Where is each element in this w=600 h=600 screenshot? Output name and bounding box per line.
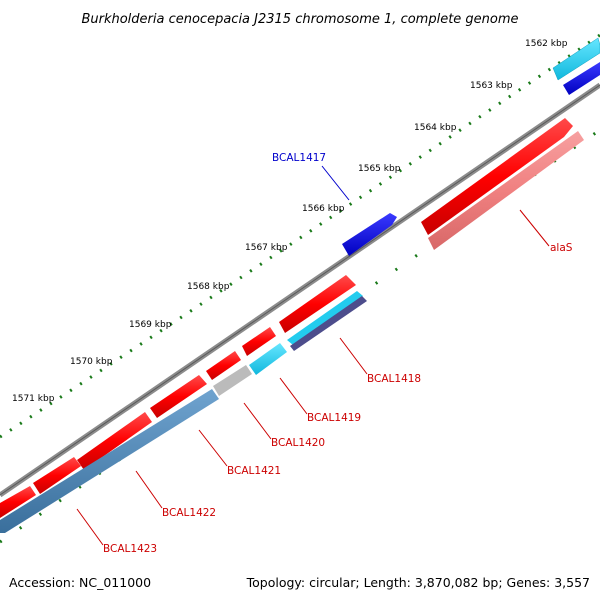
- label-bcal1423: BCAL1423: [103, 543, 157, 555]
- bcal1417-leader: [321, 165, 350, 201]
- label-alas: alaS: [550, 242, 573, 254]
- tick-ring-outer: [0, 33, 600, 439]
- gene-bcal1423[interactable]: [0, 389, 219, 533]
- backbone-line-inner: [0, 84, 600, 496]
- label-bcal1417: BCAL1417: [272, 152, 326, 164]
- gene-left-red-2[interactable]: [0, 486, 36, 518]
- gene-alas-rna[interactable]: [428, 131, 584, 250]
- gene-left-red-1[interactable]: [33, 457, 81, 494]
- bcal1422-leader: [135, 470, 163, 509]
- label-bcal1420: BCAL1420: [271, 437, 325, 449]
- accession-text: Accession: NC_011000: [9, 575, 151, 590]
- gene-top-blue[interactable]: [563, 62, 600, 95]
- gene-bcal1417[interactable]: [342, 213, 397, 256]
- genome-stats-text: Topology: circular; Length: 3,870,082 bp…: [246, 575, 590, 590]
- tick-label-1565: 1565 kbp: [358, 164, 401, 174]
- tick-label-1571: 1571 kbp: [12, 394, 55, 404]
- label-bcal1418: BCAL1418: [367, 373, 421, 385]
- gene-top-cyan[interactable]: [552, 37, 600, 81]
- bcal1421-leader: [198, 429, 228, 467]
- tick-label-1566: 1566 kbp: [302, 204, 345, 214]
- bcal1418-leader: [339, 337, 368, 375]
- tick-label-1567: 1567 kbp: [245, 243, 288, 253]
- tick-label-1569: 1569 kbp: [129, 320, 172, 330]
- tick-label-1568: 1568 kbp: [187, 282, 230, 292]
- tick-label-1562: 1562 kbp: [525, 39, 568, 49]
- gene-bcal1420-red[interactable]: [206, 351, 241, 380]
- bcal1423-leader: [76, 508, 104, 546]
- map-title: Burkholderia cenocepacia J2315 chromosom…: [81, 12, 518, 27]
- gene-bcal1419-red[interactable]: [242, 327, 276, 356]
- label-bcal1419: BCAL1419: [307, 412, 361, 424]
- gene-bcal1420[interactable]: [213, 365, 252, 396]
- bcal1419-leader: [279, 377, 308, 415]
- bcal1420-leader: [243, 402, 272, 440]
- gene-bcal1421[interactable]: [150, 375, 207, 418]
- gene-alas[interactable]: [421, 118, 573, 235]
- tick-label-1563: 1563 kbp: [470, 81, 513, 91]
- label-bcal1422: BCAL1422: [162, 507, 216, 519]
- tick-label-1564: 1564 kbp: [414, 123, 457, 133]
- alas-leader: [519, 209, 550, 247]
- gene-bcal1418[interactable]: [279, 275, 367, 351]
- label-bcal1421: BCAL1421: [227, 465, 281, 477]
- tick-label-1570: 1570 kbp: [70, 357, 113, 367]
- gene-bcal1419[interactable]: [249, 343, 287, 375]
- gene-bcal1422[interactable]: [77, 412, 152, 470]
